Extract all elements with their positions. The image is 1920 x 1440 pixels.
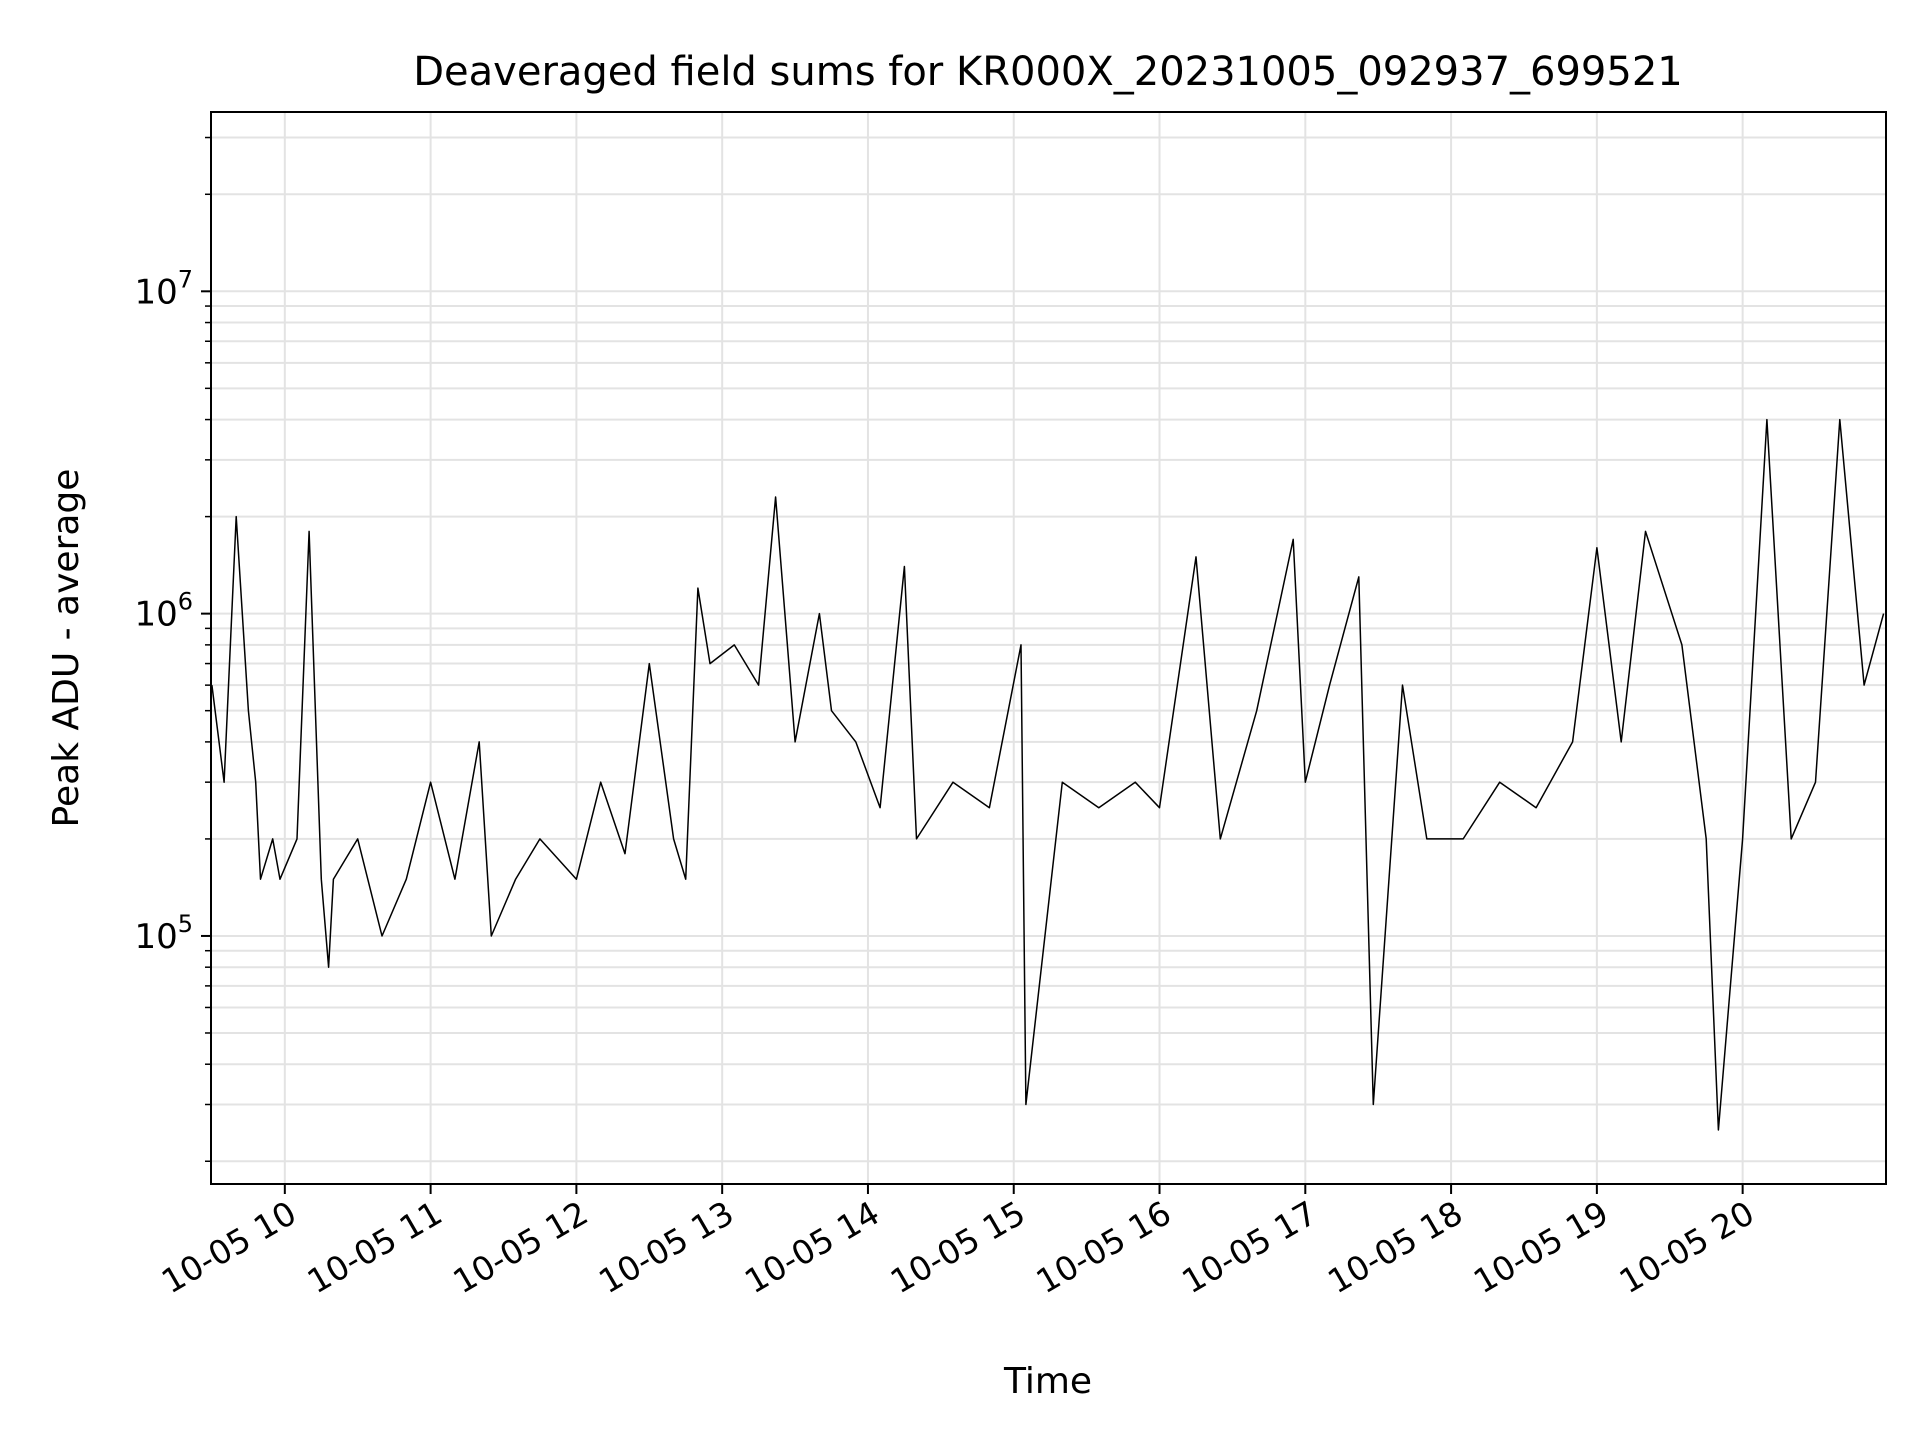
y-tick-label: 106 — [134, 588, 193, 635]
y-axis-label: Peak ADU - average — [46, 469, 87, 828]
y-tick-labels: 105 106 107 — [134, 265, 193, 957]
chart-title: Deaveraged field sums for KR000X_2023100… — [413, 49, 1682, 95]
y-tick-label: 105 — [134, 910, 193, 957]
x-axis-label: Time — [1003, 1361, 1092, 1402]
plot-frame — [210, 111, 1887, 1185]
y-tick-label: 107 — [134, 265, 193, 312]
grid — [211, 112, 1886, 1184]
series-line — [211, 418, 1885, 1131]
series-layer — [211, 418, 1885, 1131]
tick-marks — [201, 136, 1744, 1194]
